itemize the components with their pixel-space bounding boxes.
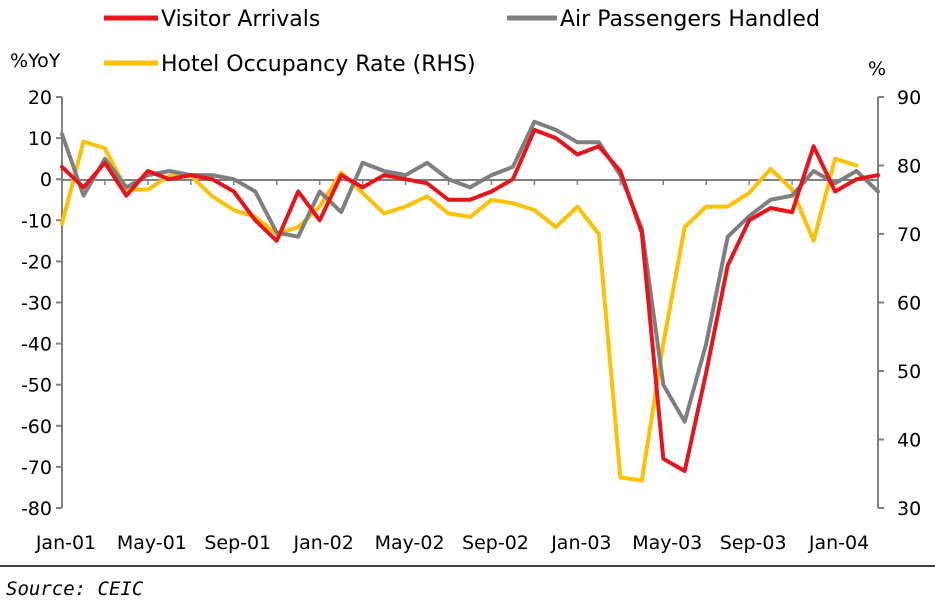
series-line-visitor-arrivals: [60, 127, 880, 473]
y-left-tick-label: -20: [21, 251, 52, 273]
x-tick-label: May-01: [117, 532, 187, 554]
y-left-tick-label: -40: [21, 334, 52, 356]
series-line-hotel-occupancy-rate-rhs: [60, 139, 859, 483]
x-tick-label: May-02: [375, 532, 445, 554]
x-tick-label: Jan-02: [293, 532, 354, 554]
legend-label-air-passengers-handled: Air Passengers Handled: [560, 7, 820, 32]
y-left-tick-label: -70: [21, 457, 52, 479]
y-left-tick-label: -50: [21, 375, 52, 397]
series-line-air-passengers-handled: [60, 119, 880, 424]
legend-label-hotel-occupancy-rate-rhs: Hotel Occupancy Rate (RHS): [161, 52, 476, 77]
y-left-tick-label: 0: [40, 169, 52, 191]
y-right-tick-label: 50: [897, 361, 921, 383]
y-left-tick-label: -30: [21, 293, 52, 315]
series-layer: [60, 119, 880, 483]
y-left-tick-label: 20: [28, 87, 52, 109]
y-left-axis-label: %YoY: [10, 50, 61, 72]
y-right-tick-label: 30: [897, 498, 921, 520]
legend: Visitor Arrivals Air Passengers Handled Ho…: [104, 7, 820, 77]
x-tick-label: Sep-03: [720, 532, 787, 554]
x-tick-label: Sep-01: [204, 532, 271, 554]
x-tick-label: Jan-03: [550, 532, 611, 554]
y-right-tick-label: 60: [897, 293, 921, 315]
y-right-axis-label: %: [868, 58, 886, 80]
y-right-axis: 90 80 70 60 50 40 30: [877, 87, 921, 520]
y-right-tick-label: 80: [897, 156, 921, 178]
x-tick-label: Jan-01: [35, 532, 96, 554]
legend-label-visitor-arrivals: Visitor Arrivals: [161, 7, 320, 32]
x-tick-label: Jan-04: [808, 532, 869, 554]
y-left-tick-label: -80: [21, 498, 52, 520]
y-left-tick-label: -60: [21, 416, 52, 438]
y-right-tick-label: 40: [897, 430, 921, 452]
y-right-tick-label: 70: [897, 224, 921, 246]
y-left-tick-label: 10: [28, 128, 52, 150]
x-axis: Jan-01 May-01 Sep-01 Jan-02 May-02 Sep-02 Jan-…: [35, 179, 879, 554]
source-note: Source: CEIC: [6, 578, 144, 600]
y-left-tick-label: -10: [21, 210, 52, 232]
y-right-tick-label: 90: [897, 87, 921, 109]
x-tick-label: Sep-02: [462, 532, 529, 554]
x-tick-label: May-03: [632, 532, 702, 554]
y-left-axis: 20 10 0 -10 -20 -30 -40 -50 -60 -70 -80: [21, 87, 63, 520]
